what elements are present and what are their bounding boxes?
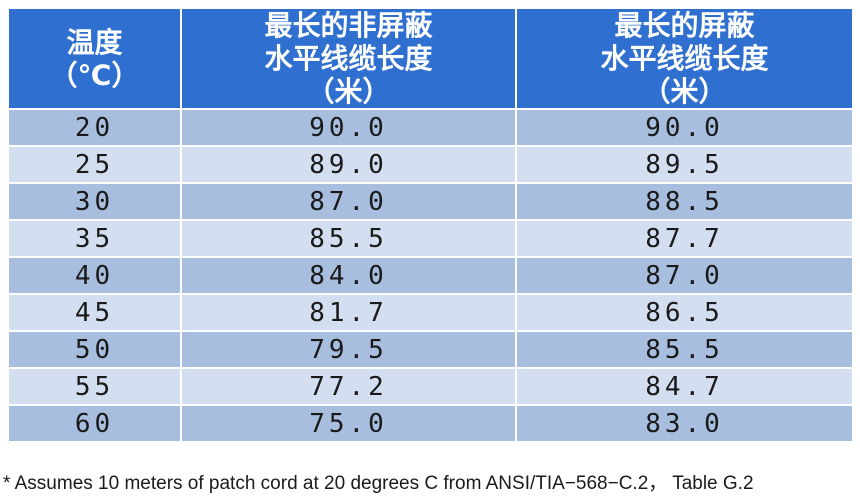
shielded-length-cell: 84.7 [516,368,852,406]
temperature-cell: 25 [9,146,182,184]
shielded-length-cell: 83.0 [516,405,852,443]
cable-length-table: 温度 （℃） 最长的非屏蔽 水平线缆长度 （米） 最长的屏蔽 水平线缆长度 （米… [9,9,852,443]
table-row: 25 89.0 89.5 [9,146,852,184]
header-line: 水平线缆长度 [600,42,769,75]
unshielded-length-cell: 81.7 [181,294,517,332]
header-unshielded-length: 最长的非屏蔽 水平线缆长度 （米） [181,9,517,110]
table-row: 40 84.0 87.0 [9,257,852,295]
table-row: 55 77.2 84.7 [9,368,852,406]
temperature-cell: 45 [9,294,182,332]
shielded-length-cell: 85.5 [516,331,852,369]
unshielded-length-cell: 79.5 [181,331,517,369]
shielded-length-cell: 90.0 [516,109,852,147]
temperature-cell: 40 [9,257,182,295]
unshielded-length-cell: 75.0 [181,405,517,443]
unshielded-length-cell: 85.5 [181,220,517,258]
header-line: （℃） [49,58,140,92]
shielded-length-cell: 87.7 [516,220,852,258]
table-row: 35 85.5 87.7 [9,220,852,258]
header-line: （米） [642,75,727,108]
temperature-cell: 20 [9,109,182,147]
table-row: 20 90.0 90.0 [9,109,852,147]
header-line: （米） [306,75,391,108]
unshielded-length-cell: 90.0 [181,109,517,147]
unshielded-length-cell: 77.2 [181,368,517,406]
temperature-cell: 50 [9,331,182,369]
shielded-length-cell: 88.5 [516,183,852,221]
shielded-length-cell: 86.5 [516,294,852,332]
header-line: 最长的非屏蔽 [264,9,433,42]
footnote: * Assumes 10 meters of patch cord at 20 … [3,473,754,494]
table-row: 60 75.0 83.0 [9,405,852,443]
header-temperature: 温度 （℃） [9,9,182,110]
header-row: 温度 （℃） 最长的非屏蔽 水平线缆长度 （米） 最长的屏蔽 水平线缆长度 （米… [9,9,852,110]
temperature-cell: 55 [9,368,182,406]
unshielded-length-cell: 87.0 [181,183,517,221]
table-row: 45 81.7 86.5 [9,294,852,332]
header-line: 水平线缆长度 [264,42,433,75]
unshielded-length-cell: 89.0 [181,146,517,184]
temperature-cell: 35 [9,220,182,258]
header-line: 温度 [66,25,123,59]
table-row: 30 87.0 88.5 [9,183,852,221]
temperature-cell: 30 [9,183,182,221]
unshielded-length-cell: 84.0 [181,257,517,295]
temperature-cell: 60 [9,405,182,443]
shielded-length-cell: 89.5 [516,146,852,184]
header-shielded-length: 最长的屏蔽 水平线缆长度 （米） [516,9,852,110]
shielded-length-cell: 87.0 [516,257,852,295]
table-row: 50 79.5 85.5 [9,331,852,369]
header-line: 最长的屏蔽 [614,9,755,42]
